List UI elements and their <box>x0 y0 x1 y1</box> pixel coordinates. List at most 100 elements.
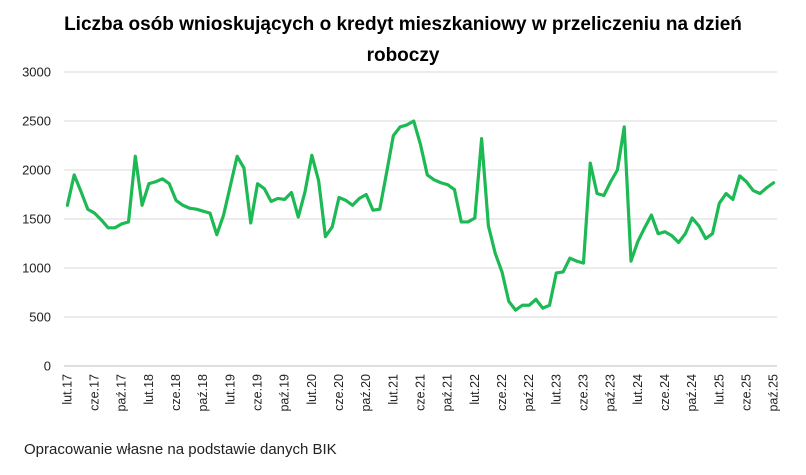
data-point <box>405 123 409 127</box>
data-point <box>100 218 103 222</box>
data-point <box>758 192 762 195</box>
data-point <box>521 304 524 307</box>
data-point <box>446 183 449 186</box>
data-point <box>500 270 504 274</box>
x-tick-label: lut.25 <box>712 374 726 405</box>
data-point <box>568 257 572 260</box>
data-point <box>697 224 701 228</box>
data-point <box>337 196 341 199</box>
x-tick-label: lut.20 <box>305 374 319 405</box>
data-point <box>364 193 368 196</box>
data-point <box>86 208 89 211</box>
data-point <box>344 199 348 202</box>
x-tick-label: lut.19 <box>223 374 237 405</box>
data-point <box>93 211 96 215</box>
data-point <box>690 216 694 220</box>
data-point <box>249 221 252 225</box>
y-tick-label: 1000 <box>22 261 51 276</box>
data-point <box>229 184 232 187</box>
data-point <box>453 188 456 191</box>
data-point <box>324 235 327 238</box>
data-point <box>140 204 144 207</box>
data-point <box>297 215 300 219</box>
series-line <box>65 119 776 312</box>
data-point <box>656 232 660 235</box>
x-tick-label: lut.18 <box>142 374 156 405</box>
data-point <box>752 189 755 192</box>
data-point <box>263 187 266 190</box>
data-point <box>772 181 775 184</box>
data-point <box>66 204 69 207</box>
data-point <box>283 198 286 201</box>
y-tick-label: 3000 <box>22 65 51 80</box>
data-point <box>168 182 171 185</box>
data-point <box>290 191 293 194</box>
data-point <box>575 259 578 263</box>
data-point <box>487 224 490 228</box>
data-point <box>188 207 191 210</box>
y-tick-label: 0 <box>44 359 51 374</box>
data-point <box>256 182 259 185</box>
x-tick-label: paź.23 <box>604 374 618 412</box>
x-tick-label: lut.17 <box>60 374 74 405</box>
data-point <box>331 225 334 229</box>
data-point <box>602 194 606 197</box>
data-point <box>745 180 748 183</box>
data-point <box>419 143 422 146</box>
data-point <box>222 213 225 217</box>
data-point <box>507 300 510 303</box>
data-point <box>663 230 667 233</box>
x-tick-label: paź.21 <box>441 374 455 412</box>
data-point <box>371 208 375 212</box>
data-point <box>208 211 212 215</box>
data-point <box>147 182 151 185</box>
data-point <box>161 177 164 181</box>
x-tick-label: paź.22 <box>522 374 536 412</box>
x-tick-label: cze.17 <box>88 374 102 411</box>
x-tick-label: lut.21 <box>386 374 400 405</box>
data-point <box>609 180 612 183</box>
x-tick-label: paź.18 <box>196 374 210 412</box>
data-point <box>398 125 402 129</box>
axes: 0 500 1000 1500 2000 2500 3000 lut.17 cze.17 paź.… <box>22 65 781 412</box>
data-point <box>235 155 239 158</box>
data-point <box>242 166 246 170</box>
data-point <box>154 180 157 183</box>
data-point <box>432 178 436 181</box>
data-point <box>392 134 395 137</box>
gridlines <box>64 71 777 318</box>
x-tick-label: paź.25 <box>767 374 781 412</box>
data-point <box>670 234 673 237</box>
data-point <box>317 179 320 182</box>
y-tick-label: 500 <box>29 310 51 325</box>
y-tick-label: 2000 <box>22 163 51 178</box>
data-point <box>378 208 381 211</box>
chart-title: Liczba osób wnioskujących o kredyt miesz… <box>0 9 806 71</box>
data-point <box>677 241 680 244</box>
y-tick-label: 2500 <box>22 114 51 129</box>
data-point <box>303 190 307 193</box>
data-point <box>623 125 626 129</box>
x-tick-label: cze.18 <box>169 374 183 411</box>
data-point <box>72 173 76 177</box>
data-point <box>636 240 639 243</box>
data-point <box>527 304 531 307</box>
data-point <box>541 306 544 310</box>
data-point <box>534 298 538 301</box>
x-tick-label: cze.19 <box>251 374 265 411</box>
data-point <box>589 161 592 165</box>
data-point <box>385 171 388 175</box>
data-point <box>616 168 619 172</box>
x-tick-label: cze.25 <box>739 374 753 411</box>
x-tick-label: lut.24 <box>631 374 645 405</box>
data-point <box>269 200 273 203</box>
chart-title-line-1: Liczba osób wnioskujących o kredyt miesz… <box>64 14 742 35</box>
data-point <box>629 259 633 263</box>
data-point <box>310 154 314 157</box>
x-tick-label: paź.19 <box>278 374 292 412</box>
data-point <box>195 208 198 211</box>
data-point <box>561 270 565 274</box>
series-layer <box>65 119 776 312</box>
data-point <box>120 222 123 226</box>
